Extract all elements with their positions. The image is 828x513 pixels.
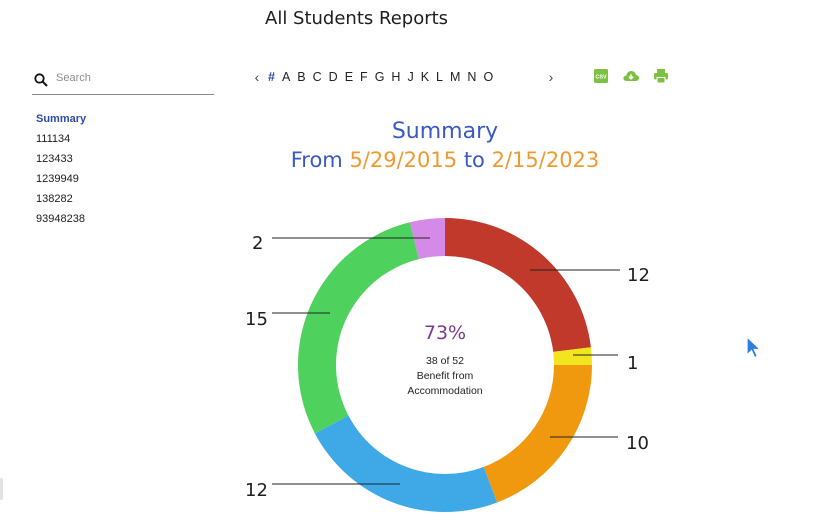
letter-hash[interactable]: #	[268, 70, 275, 84]
print-icon[interactable]	[653, 68, 669, 84]
donut-slice[interactable]	[483, 365, 592, 503]
page-title: All Students Reports	[265, 8, 449, 29]
sidebar-item-student[interactable]: 93948238	[36, 213, 85, 225]
letter-o[interactable]: O	[483, 70, 494, 84]
search-box	[32, 66, 214, 95]
center-percent: 73%	[423, 322, 467, 344]
letter-b[interactable]: B	[297, 70, 306, 84]
csv-icon-text: CSV	[595, 75, 607, 81]
donut-slice[interactable]	[445, 218, 591, 352]
chevron-left-icon[interactable]: ‹	[254, 69, 260, 85]
to-date: 2/15/2023	[491, 148, 600, 172]
slice-value-label: 10	[626, 433, 649, 454]
from-label: From	[290, 148, 343, 172]
search-icon	[34, 73, 48, 87]
alphabet-nav: ‹ # A B C D E F G H J K L M N O ›	[250, 68, 558, 86]
letter-j[interactable]: J	[407, 70, 414, 84]
mouse-cursor-icon	[746, 336, 762, 359]
center-line2: Accommodation	[407, 385, 483, 397]
chevron-right-icon[interactable]: ›	[548, 69, 554, 85]
from-date: 5/29/2015	[349, 148, 458, 172]
search-input[interactable]	[56, 72, 206, 84]
letter-d[interactable]: D	[328, 70, 338, 84]
summary-date-range: From 5/29/2015 to 2/15/2023	[285, 148, 605, 172]
summary-title: Summary	[391, 119, 499, 144]
student-list: Summary 111134 123433 1239949 138282 939…	[32, 109, 214, 229]
letter-g[interactable]: G	[374, 70, 385, 84]
center-line1: Benefit from	[416, 370, 474, 382]
sidebar: Summary 111134 123433 1239949 138282 939…	[32, 66, 214, 229]
donut-slice[interactable]	[298, 222, 419, 434]
center-caption: 38 of 52 Benefit from Accommodation	[385, 354, 505, 399]
slice-value-label: 12	[245, 480, 268, 501]
donut-slice[interactable]	[409, 218, 445, 260]
letter-n[interactable]: N	[467, 70, 477, 84]
letter-m[interactable]: M	[450, 70, 461, 84]
letter-e[interactable]: E	[344, 70, 354, 84]
scroll-edge	[0, 478, 3, 500]
letter-k[interactable]: K	[420, 70, 430, 84]
donut-slice[interactable]	[553, 347, 592, 365]
slice-value-label: 1	[627, 353, 638, 374]
cloud-download-icon[interactable]	[622, 68, 640, 84]
sidebar-item-student[interactable]: 1239949	[36, 173, 79, 185]
sidebar-item-student[interactable]: 138282	[36, 193, 73, 205]
sidebar-item-summary[interactable]: Summary	[36, 113, 87, 125]
csv-icon[interactable]: CSV	[593, 68, 609, 84]
letter-f[interactable]: F	[360, 70, 368, 84]
center-count: 38 of 52	[426, 355, 464, 367]
sidebar-item-student[interactable]: 123433	[36, 153, 73, 165]
slice-value-label: 12	[627, 265, 650, 286]
slice-value-label: 2	[252, 233, 263, 254]
to-label: to	[463, 148, 485, 172]
letter-h[interactable]: H	[391, 70, 401, 84]
letter-l[interactable]: L	[436, 70, 443, 84]
slice-value-label: 15	[245, 309, 268, 330]
letter-c[interactable]: C	[312, 70, 322, 84]
donut-slice[interactable]	[314, 415, 498, 512]
sidebar-item-student[interactable]: 111134	[36, 133, 71, 145]
alphabet-letters: # A B C D E F G H J K L M N O	[268, 70, 540, 84]
letter-a[interactable]: A	[281, 70, 291, 84]
